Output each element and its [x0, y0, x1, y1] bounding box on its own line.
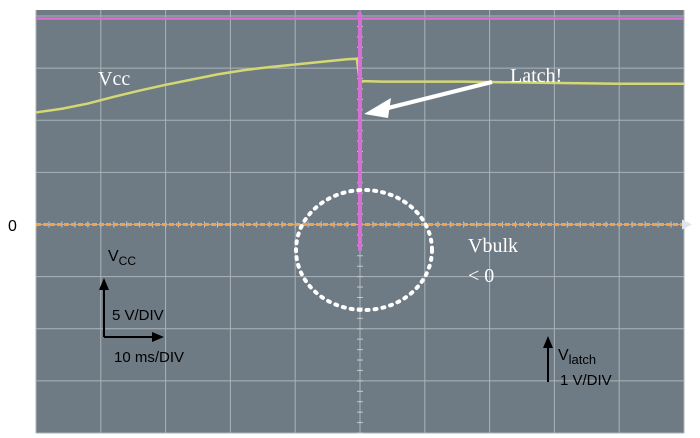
vcc-scale-label: 5 V/DIV	[112, 307, 164, 324]
series-vcc-trace	[35, 57, 684, 114]
vbulk-condition-label: < 0	[468, 265, 494, 287]
scope-traces	[35, 12, 692, 251]
vlatch-scale-label: 1 V/DIV	[560, 372, 612, 389]
vlatch-scale-name: Vlatch	[558, 347, 596, 367]
vlatch-scale-main: V	[558, 347, 569, 364]
vlatch-scale-sub: latch	[569, 352, 596, 367]
time-scale-label: 10 ms/DIV	[114, 349, 184, 366]
trigger-level-marker-icon	[682, 219, 692, 230]
time-scale-arrow-head	[152, 332, 164, 342]
zero-marker-label: 0	[8, 218, 17, 235]
vcc-trace-label: Vcc	[98, 68, 130, 90]
vlatch-scale-arrow-head	[543, 336, 553, 348]
latch-arrow-head	[364, 98, 391, 118]
latch-label: Latch!	[510, 65, 562, 87]
vbulk-highlight-circle	[294, 188, 434, 312]
vcc-scale-arrow-head	[99, 278, 109, 290]
vcc-scale-name: VCC	[108, 248, 136, 268]
vcc-scale-sub: CC	[119, 254, 137, 268]
vbulk-trace-label: Vbulk	[468, 235, 518, 257]
latch-arrow-line	[383, 80, 493, 111]
vcc-scale-main: V	[108, 248, 119, 265]
